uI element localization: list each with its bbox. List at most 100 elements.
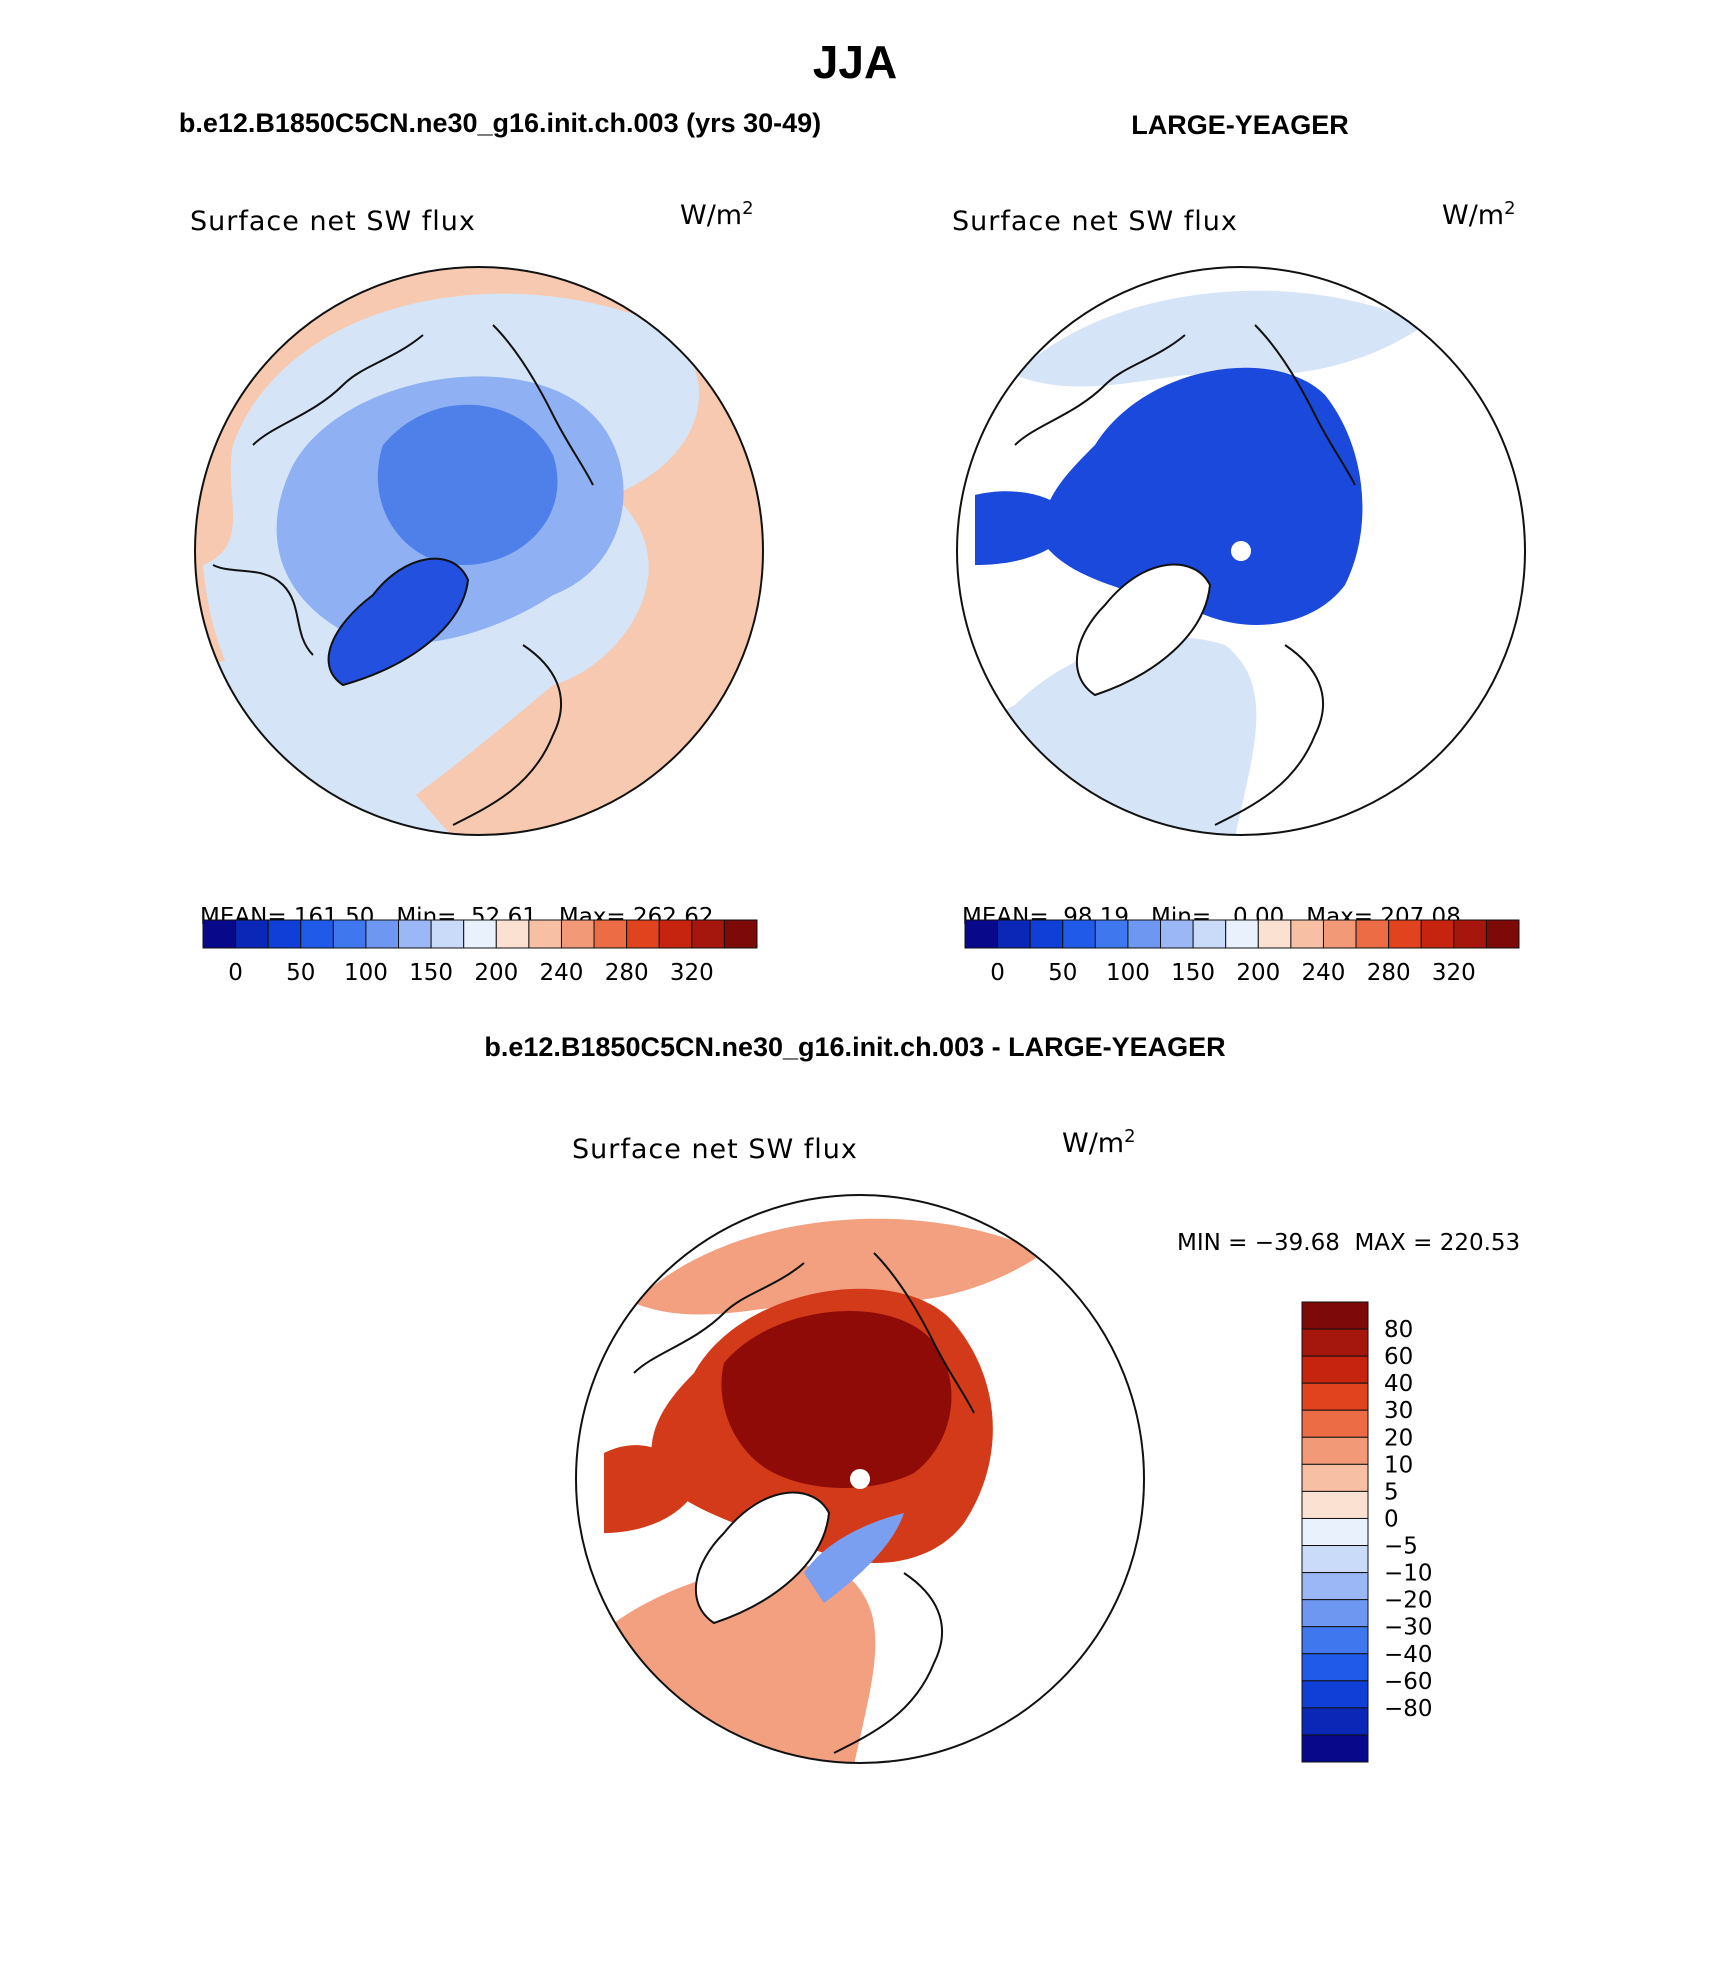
diff-minmax: MIN = −39.68 MAX = 220.53: [1177, 1230, 1521, 1256]
diff-colorbar-swatch: [1301, 1734, 1369, 1763]
panel1-colorbar-swatch: [658, 919, 693, 949]
diff-colorbar-swatch: [1301, 1545, 1369, 1574]
panel2-colorbar-swatch: [1192, 919, 1227, 949]
panel1-colorbar-tick-label: 200: [474, 960, 518, 986]
diff-colorbar-tick-label: 5: [1384, 1479, 1399, 1505]
diff-colorbar-swatch: [1301, 1572, 1369, 1601]
diff-colorbar-tick-label: 30: [1384, 1398, 1413, 1424]
diff-colorbar-tick-label: −30: [1384, 1615, 1433, 1641]
diff-colorbar-tick-label: 80: [1384, 1317, 1413, 1343]
panel1-colorbar-swatch: [723, 919, 758, 949]
panel1-colorbar-swatch: [398, 919, 432, 949]
diff-colorbar-tick-label: −20: [1384, 1588, 1433, 1614]
panel2-colorbar-swatch: [1485, 919, 1520, 949]
panel2-colorbar: 0 50 100 150 200 240 280 320: [964, 919, 1520, 986]
panel1-map: [194, 266, 764, 836]
panel2-colorbar-swatch: [1257, 919, 1292, 949]
diff-colorbar-swatch: [1301, 1409, 1369, 1438]
panel2-colorbar-swatch: [1388, 919, 1422, 949]
diff-colorbar-swatch: [1301, 1599, 1369, 1628]
panel2-colorbar-tick-label: 240: [1302, 960, 1346, 986]
d-core: [721, 1310, 952, 1488]
panel1-colorbar: 0 50 100 150 200 240 280 320: [202, 919, 758, 986]
d-greenland: [695, 1492, 829, 1623]
diff-colorbar-tick-label: 20: [1384, 1425, 1413, 1451]
panel1-units-exp: 2: [742, 198, 754, 219]
panel1-colorbar-swatch: [332, 919, 367, 949]
panel2-colorbar-tick-label: 150: [1171, 960, 1215, 986]
panel1-colorbar-swatch: [202, 919, 237, 949]
panel2-map: [956, 266, 1526, 836]
panel1-colorbar-swatch: [300, 919, 334, 949]
panel1-colorbar-swatch: [560, 919, 595, 949]
panel2-colorbar-swatch: [1420, 919, 1455, 949]
diff-colorbar-tick-label: 60: [1384, 1344, 1413, 1370]
panel1-colorbar-tick-label: 320: [670, 960, 714, 986]
diff-colorbar-swatch: [1301, 1463, 1369, 1492]
panel2-colorbar-swatch: [1322, 919, 1357, 949]
panel2-colorbar-swatch: [1453, 919, 1487, 949]
panel1-colorbar-swatch: [365, 919, 400, 949]
diff-colorbar-tick-label: −60: [1384, 1669, 1433, 1695]
diff-colorbar-tick-label: −40: [1384, 1642, 1433, 1668]
d-neg-strip: [804, 1513, 904, 1603]
panel1-units-base: W/m: [680, 200, 743, 231]
diff-map: [575, 1194, 1145, 1764]
panel1-colorbar-swatch: [495, 919, 530, 949]
panel1-colorbar-swatch: [593, 919, 628, 949]
diff-units: W/m2: [1062, 1126, 1136, 1159]
panel1-colorbar-swatch: [430, 919, 465, 949]
panel2-colorbar-tick-label: 0: [990, 960, 1005, 986]
panel2-colorbar-swatch: [964, 919, 999, 949]
p1-ice-core: [377, 404, 558, 565]
panel1-colorbar-tick-label: 240: [540, 960, 584, 986]
diff-colorbar-swatch: [1301, 1626, 1369, 1655]
panel2-units-base: W/m: [1442, 200, 1505, 231]
diff-colorbar-swatch: [1301, 1517, 1369, 1547]
diff-colorbar-swatch: [1301, 1436, 1369, 1465]
panel2-colorbar-swatch: [1160, 919, 1194, 949]
diff-units-exp: 2: [1124, 1126, 1136, 1147]
p2-ice-left: [975, 491, 1075, 565]
d-left-land: [604, 1445, 694, 1533]
panel1-colorbar-swatch: [463, 919, 497, 949]
p2-ice: [1043, 367, 1363, 625]
panel2-colorbar-swatch: [1127, 919, 1162, 949]
diff-colorbar-swatch: [1301, 1328, 1369, 1357]
panel1-colorbar-tick-label: 280: [605, 960, 649, 986]
diff-colorbar-tick-label: −80: [1384, 1696, 1433, 1722]
panel2-colorbar-swatch: [1094, 919, 1129, 949]
panel2-colorbar-tick-label: 280: [1367, 960, 1411, 986]
diff-variable-label: Surface net SW flux: [572, 1134, 858, 1165]
panel1-colorbar-tick-label: 150: [409, 960, 453, 986]
p2-sea: [1015, 290, 1425, 387]
p2-greenland: [1076, 564, 1210, 695]
panel1-colorbar-swatch: [235, 919, 269, 949]
panel1-units: W/m2: [680, 198, 754, 231]
diff-colorbar-tick-label: 0: [1384, 1506, 1399, 1532]
diff-colorbar-tick-label: 40: [1384, 1371, 1413, 1397]
diff-colorbar-tick-label: −10: [1384, 1561, 1433, 1587]
d-top-sea: [634, 1218, 1044, 1315]
panel1-variable-label: Surface net SW flux: [190, 206, 476, 237]
panel1-colorbar-swatch: [691, 919, 725, 949]
panel2-colorbar-tick-label: 50: [1048, 960, 1077, 986]
panel2-colorbar-swatch: [997, 919, 1031, 949]
panel1-colorbar-swatch: [528, 919, 562, 949]
panel1-colorbar-tick-label: 50: [286, 960, 315, 986]
diff-units-base: W/m: [1062, 1128, 1125, 1159]
panel2-colorbar-tick-label: 320: [1432, 960, 1476, 986]
diff-colorbar-swatch: [1301, 1680, 1369, 1709]
panel1-header: b.e12.B1850C5CN.ne30_g16.init.ch.003 (yr…: [178, 108, 822, 138]
diff-colorbar-swatch: [1301, 1490, 1369, 1519]
panel2-colorbar-swatch: [1062, 919, 1096, 949]
p2-pole-hole: [1231, 541, 1251, 561]
figure-title: JJA: [812, 36, 898, 88]
diff-colorbar-swatch: [1301, 1301, 1369, 1330]
panel1-colorbar-swatch: [626, 919, 660, 949]
diff-colorbar-tick-label: −5: [1384, 1534, 1418, 1560]
panel2-colorbar-tick-label: 200: [1236, 960, 1280, 986]
panel1-colorbar-tick-label: 100: [344, 960, 388, 986]
diff-colorbar-swatch: [1301, 1355, 1369, 1384]
